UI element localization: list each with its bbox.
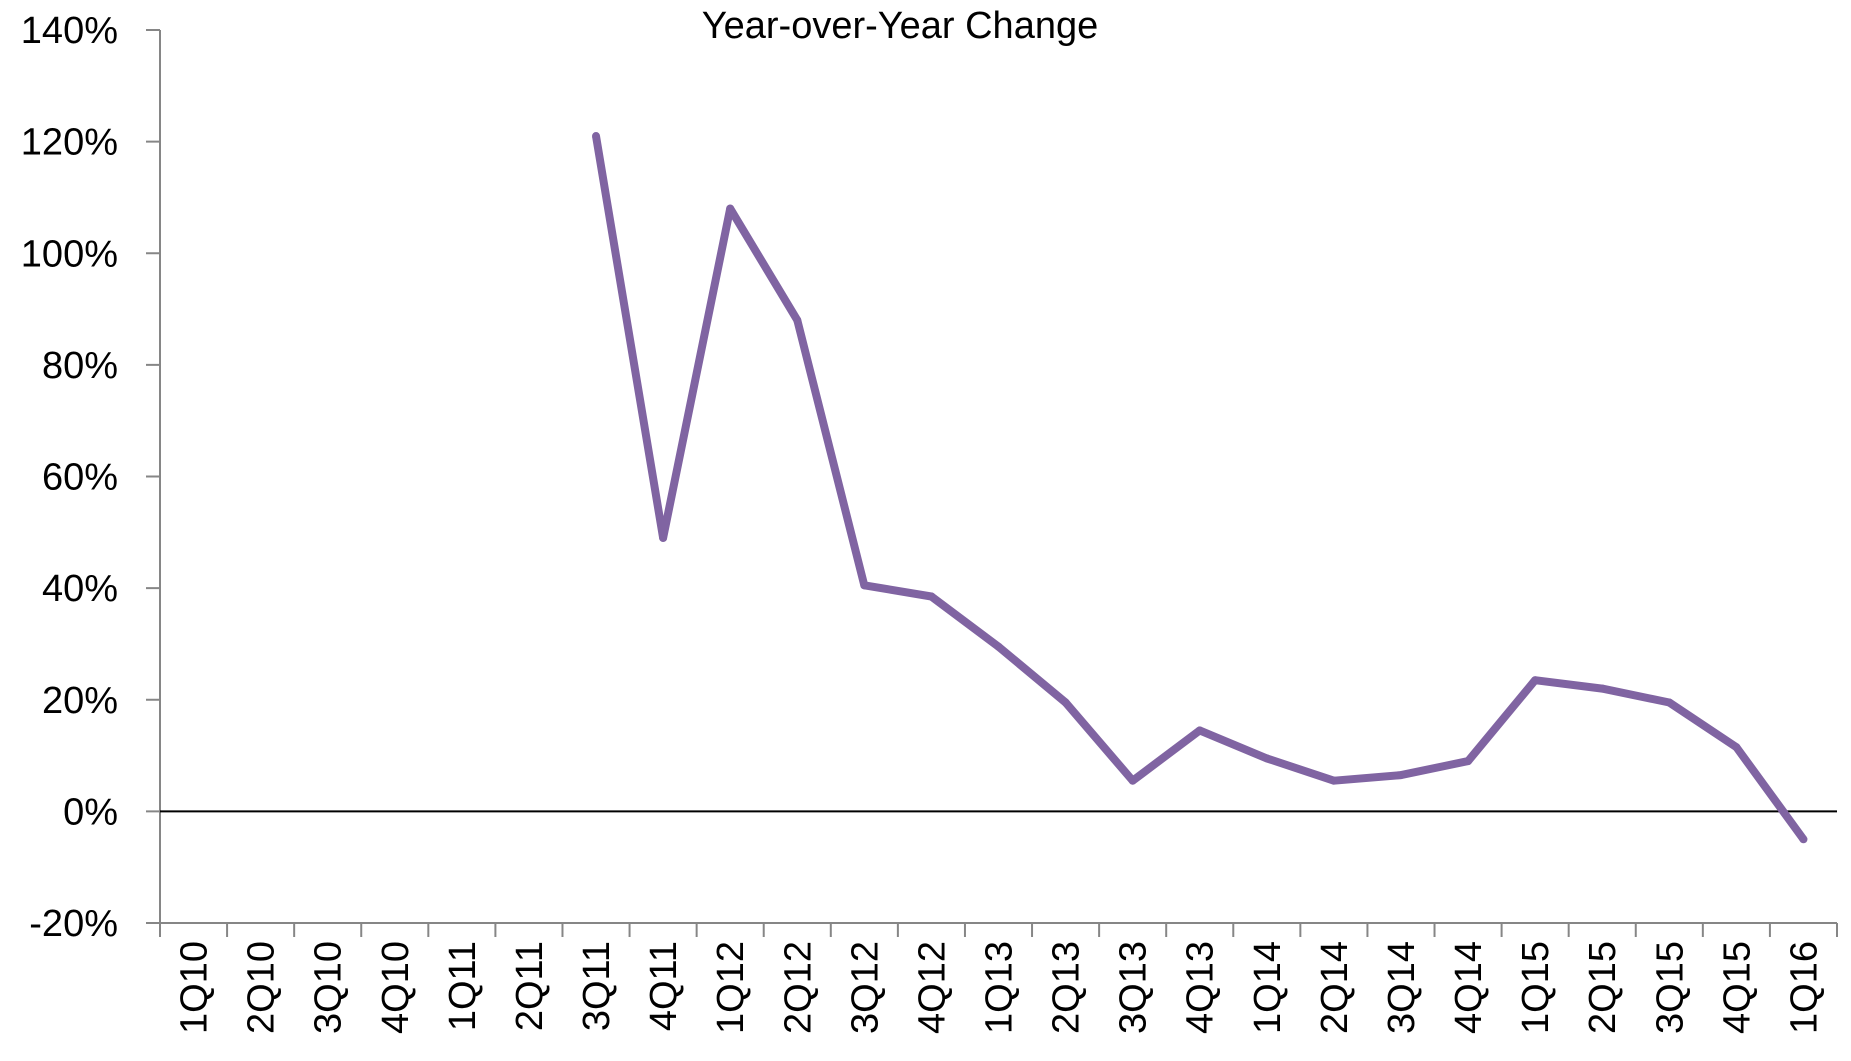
x-tick-label: 4Q10 bbox=[375, 941, 417, 1034]
x-tick-label: 3Q12 bbox=[844, 941, 886, 1034]
data-point bbox=[1665, 698, 1674, 707]
y-tick-label: 40% bbox=[42, 568, 118, 610]
data-point bbox=[659, 533, 668, 542]
ticks bbox=[146, 29, 1838, 937]
series-layer bbox=[592, 132, 1808, 844]
data-point bbox=[1464, 757, 1473, 766]
y-tick-label: 80% bbox=[42, 345, 118, 387]
data-point bbox=[994, 642, 1003, 651]
x-tick-label: 1Q13 bbox=[979, 941, 1021, 1034]
y-tick-label: 100% bbox=[21, 233, 118, 275]
x-tick-label: 2Q10 bbox=[241, 941, 283, 1034]
data-point bbox=[1329, 776, 1338, 785]
x-tick-label: 1Q11 bbox=[442, 941, 484, 1031]
y-tick-label: 0% bbox=[63, 791, 118, 833]
y-tick-label: -20% bbox=[29, 903, 118, 945]
x-tick-label: 1Q12 bbox=[710, 941, 752, 1034]
y-tick-label: 60% bbox=[42, 457, 118, 499]
x-tick-label: 2Q14 bbox=[1314, 941, 1356, 1034]
x-tick-label: 3Q11 bbox=[576, 941, 618, 1031]
data-point bbox=[1531, 676, 1540, 685]
x-tick-label: 3Q13 bbox=[1113, 941, 1155, 1034]
chart-title: Year-over-Year Change bbox=[702, 5, 1098, 47]
x-tick-label: 2Q12 bbox=[777, 941, 819, 1034]
data-point bbox=[592, 132, 601, 141]
x-tick-label: 1Q15 bbox=[1515, 941, 1557, 1034]
x-tick-label: 2Q11 bbox=[509, 941, 551, 1031]
y-tick-label: 140% bbox=[21, 10, 118, 52]
data-point bbox=[1262, 754, 1271, 763]
y-tick-label: 20% bbox=[42, 680, 118, 722]
x-tick-label: 3Q14 bbox=[1381, 941, 1423, 1034]
data-point bbox=[793, 316, 802, 325]
x-tick-label: 4Q12 bbox=[911, 941, 953, 1034]
x-tick-label: 4Q13 bbox=[1180, 941, 1222, 1034]
data-point bbox=[1799, 835, 1808, 844]
x-tick-label: 2Q15 bbox=[1582, 941, 1624, 1034]
x-tick-label: 2Q13 bbox=[1046, 941, 1088, 1034]
x-tick-label: 1Q16 bbox=[1783, 941, 1825, 1034]
x-tick-label: 4Q15 bbox=[1716, 941, 1758, 1034]
x-tick-label: 3Q10 bbox=[308, 941, 350, 1034]
data-point bbox=[1732, 743, 1741, 752]
tick-labels: -20% 0% 20% 40% 60% 80% 100% 120% 140% 1Q10 2Q10 3Q… bbox=[21, 10, 1826, 1034]
x-tick-label: 4Q11 bbox=[643, 941, 685, 1031]
x-tick-label: 3Q15 bbox=[1649, 941, 1691, 1034]
x-tick-label: 1Q10 bbox=[174, 941, 216, 1034]
data-point bbox=[1128, 776, 1137, 785]
data-point bbox=[860, 581, 869, 590]
data-point bbox=[1598, 684, 1607, 693]
axes bbox=[159, 30, 1837, 924]
data-point bbox=[1061, 698, 1070, 707]
data-point bbox=[1396, 771, 1405, 780]
data-point bbox=[927, 592, 936, 601]
data-point bbox=[1195, 726, 1204, 735]
x-tick-label: 1Q14 bbox=[1247, 941, 1289, 1034]
data-point bbox=[726, 204, 735, 213]
y-tick-label: 120% bbox=[21, 122, 118, 164]
x-tick-label: 4Q14 bbox=[1448, 941, 1490, 1034]
